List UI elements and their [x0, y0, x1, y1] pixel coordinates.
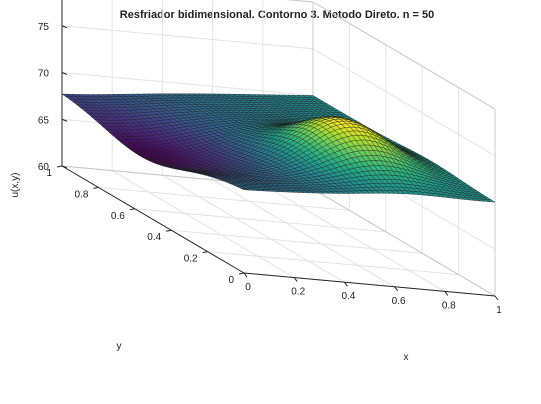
z-tick-label: 65: [38, 115, 50, 126]
y-tick-label: 0.2: [184, 254, 198, 265]
z-tick-mark: [61, 25, 68, 29]
x-axis-line: [243, 272, 496, 297]
x-tick-label: 0.4: [341, 291, 355, 302]
x-axis-label: x: [404, 352, 409, 363]
box-back-edge: [312, 188, 496, 297]
box-back-edge: [312, 1, 496, 110]
z-axis-label: u(x,y): [10, 173, 21, 198]
x-tick-mark: [394, 286, 399, 292]
y-tick-label: 0.4: [147, 232, 161, 243]
x-tick-label: 0: [245, 282, 251, 293]
surface-cell: [240, 187, 250, 191]
y-tick-mark: [202, 251, 208, 254]
floor-gridline-x: [262, 183, 446, 292]
wall-gridline-z: [312, 48, 496, 157]
z-tick-label: 75: [38, 22, 50, 33]
z-tick-mark: [61, 72, 68, 75]
chart-title: Resfriador bidimensional. Contorno 3. Me…: [120, 9, 434, 21]
y-tick-mark: [56, 165, 63, 168]
floor-gridline-x: [111, 170, 295, 279]
wall-gridline-z: [61, 25, 314, 50]
x-tick-label: 0.2: [291, 287, 305, 298]
floor-gridline-x: [212, 179, 395, 288]
y-tick-mark: [93, 186, 99, 189]
floor-gridline-y: [98, 186, 350, 211]
x-tick-label: 0.8: [442, 300, 456, 311]
x-tick-mark: [494, 295, 499, 301]
x-tick-label: 0.6: [392, 296, 406, 307]
x-tick-mark: [343, 281, 348, 287]
y-axis-label: y: [117, 341, 122, 352]
y-tick-label: 0.8: [74, 189, 88, 200]
z-tick-label: 70: [38, 69, 50, 80]
z-tick-label: 60: [38, 162, 50, 173]
x-tick-label: 1: [496, 305, 502, 316]
wall-gridline-z: [61, 72, 314, 96]
y-tick-mark: [166, 229, 172, 232]
x-tick-mark: [444, 291, 449, 296]
y-tick-label: 0.6: [111, 211, 125, 222]
z-tick-mark: [61, 118, 68, 122]
x-tick-mark: [293, 277, 298, 282]
y-axis-line: [61, 165, 245, 274]
floor-gridline-x: [162, 174, 345, 283]
floor-gridline-y: [207, 251, 459, 276]
y-tick-mark: [238, 272, 245, 275]
surface-mesh: [61, 93, 496, 203]
y-tick-mark: [129, 208, 135, 211]
floor-gridline-y: [171, 229, 423, 254]
floor-gridline-y: [134, 208, 386, 233]
wall-gridline-z: [285, 0, 314, 3]
z-tick-mark: [61, 165, 68, 169]
y-tick-label: 1: [46, 168, 52, 179]
x-tick-mark: [243, 272, 248, 278]
y-tick-label: 0: [228, 275, 234, 286]
box-back-edge: [285, 0, 314, 3]
